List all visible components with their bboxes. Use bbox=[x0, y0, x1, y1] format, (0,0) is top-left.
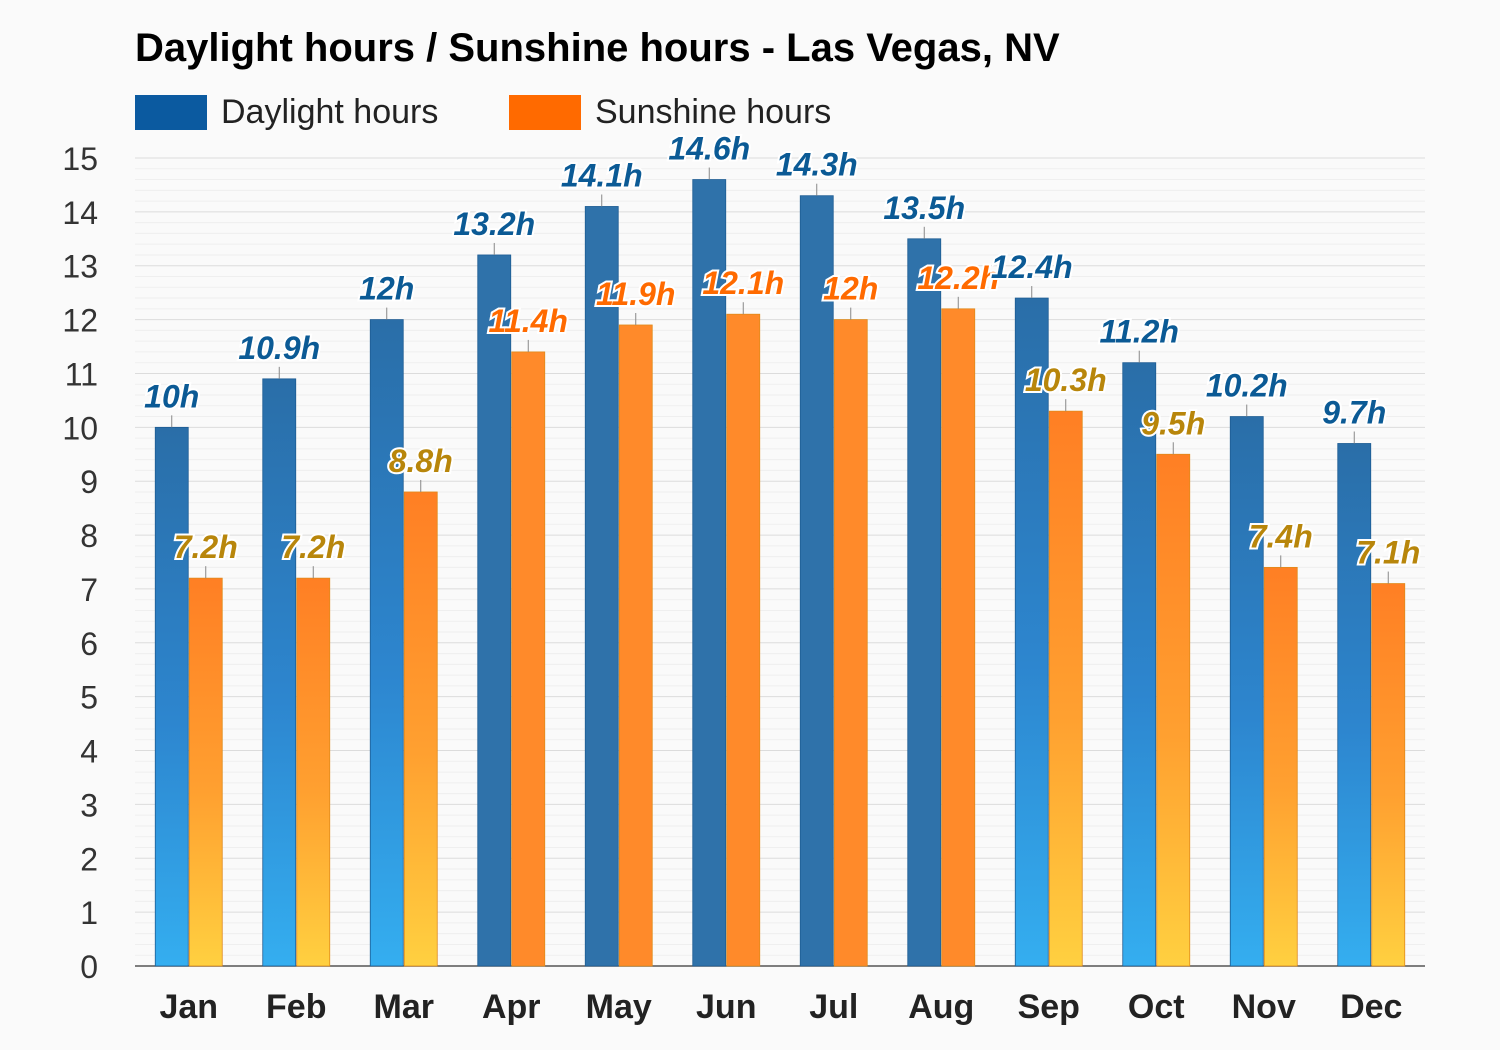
bar-sunshine-dec bbox=[1371, 583, 1406, 967]
x-tick-label: Dec bbox=[1340, 988, 1402, 1026]
bar-sunshine-may bbox=[618, 324, 653, 967]
bar-sunshine-oct bbox=[1156, 453, 1191, 967]
y-tick-label: 3 bbox=[80, 787, 98, 823]
y-tick-label: 0 bbox=[80, 949, 98, 985]
bar-sunshine-aug bbox=[941, 308, 976, 967]
bar-daylight-nov bbox=[1229, 416, 1264, 967]
bar-daylight-apr bbox=[477, 254, 512, 967]
bar-sunshine-feb bbox=[296, 577, 331, 967]
bar-sunshine-apr bbox=[511, 351, 546, 967]
legend-swatch-sunshine bbox=[509, 95, 581, 130]
x-tick-label: Jan bbox=[159, 988, 218, 1026]
x-tick-label: Jun bbox=[696, 988, 756, 1026]
bar-sunshine-sep bbox=[1048, 410, 1083, 967]
bar-sunshine-nov bbox=[1263, 566, 1298, 967]
x-tick-label: Feb bbox=[266, 988, 326, 1026]
y-tick-label: 15 bbox=[62, 141, 98, 177]
data-label-daylight: 10.9h bbox=[238, 330, 320, 366]
data-label-daylight: 14.6h bbox=[668, 131, 750, 167]
data-label-sunshine: 8.8h bbox=[389, 443, 453, 479]
y-tick-label: 13 bbox=[62, 249, 98, 285]
data-label-sunshine: 12.2h bbox=[917, 260, 999, 296]
y-tick-label: 8 bbox=[80, 518, 98, 554]
y-tick-label: 1 bbox=[80, 895, 98, 931]
data-label-daylight: 14.1h bbox=[561, 157, 643, 193]
bar-daylight-oct bbox=[1122, 362, 1157, 967]
bar-daylight-may bbox=[584, 206, 619, 967]
bar-daylight-sep bbox=[1014, 297, 1049, 967]
y-tick-label: 11 bbox=[65, 356, 98, 392]
x-tick-label: Jul bbox=[809, 988, 858, 1026]
y-tick-label: 9 bbox=[80, 464, 98, 500]
data-label-daylight: 10h bbox=[144, 378, 199, 414]
y-tick-label: 12 bbox=[62, 303, 98, 339]
data-label-sunshine: 7.2h bbox=[281, 529, 345, 565]
y-tick-label: 7 bbox=[80, 572, 98, 608]
legend-label-sunshine: Sunshine hours bbox=[595, 93, 832, 131]
data-label-daylight: 13.5h bbox=[883, 190, 965, 226]
data-label-daylight: 12.4h bbox=[991, 249, 1073, 285]
data-label-daylight: 11.2h bbox=[1100, 314, 1179, 350]
bar-daylight-jan bbox=[154, 426, 189, 967]
data-label-sunshine: 7.2h bbox=[174, 529, 238, 565]
legend-swatch-daylight bbox=[135, 95, 207, 130]
bar-sunshine-jan bbox=[188, 577, 223, 967]
data-label-sunshine: 7.1h bbox=[1356, 535, 1420, 571]
bar-daylight-jul bbox=[799, 195, 834, 967]
bar-daylight-feb bbox=[262, 378, 297, 967]
y-tick-label: 4 bbox=[80, 734, 98, 770]
x-tick-label: May bbox=[586, 988, 652, 1026]
bar-daylight-dec bbox=[1337, 443, 1372, 967]
bar-sunshine-mar bbox=[403, 491, 438, 967]
y-tick-label: 6 bbox=[80, 626, 98, 662]
x-tick-label: Apr bbox=[482, 988, 541, 1026]
y-tick-label: 14 bbox=[62, 195, 98, 231]
y-tick-label: 10 bbox=[62, 410, 98, 446]
data-label-daylight: 9.7h bbox=[1322, 394, 1386, 430]
data-label-sunshine: 9.5h bbox=[1141, 405, 1205, 441]
bar-sunshine-jun bbox=[726, 313, 761, 967]
x-tick-label: Sep bbox=[1018, 988, 1080, 1026]
y-tick-label: 2 bbox=[80, 841, 98, 877]
bar-sunshine-jul bbox=[833, 319, 868, 967]
data-label-sunshine: 10.3h bbox=[1025, 362, 1107, 398]
bar-daylight-aug bbox=[907, 238, 942, 967]
legend-label-daylight: Daylight hours bbox=[221, 93, 439, 131]
bar-daylight-jun bbox=[692, 179, 727, 967]
y-tick-label: 5 bbox=[80, 680, 98, 716]
data-label-sunshine: 12h bbox=[823, 271, 878, 307]
x-tick-label: Nov bbox=[1232, 988, 1296, 1026]
data-label-sunshine: 12.1h bbox=[702, 265, 784, 301]
chart-title: Daylight hours / Sunshine hours - Las Ve… bbox=[135, 26, 1060, 70]
data-label-sunshine: 11.9h bbox=[596, 276, 675, 312]
data-label-daylight: 14.3h bbox=[776, 147, 858, 183]
x-tick-label: Aug bbox=[908, 988, 974, 1026]
data-label-daylight: 12h bbox=[359, 271, 414, 307]
x-tick-label: Mar bbox=[374, 988, 434, 1026]
data-label-sunshine: 11.4h bbox=[489, 303, 568, 339]
data-label-sunshine: 7.4h bbox=[1249, 518, 1313, 554]
bar-daylight-mar bbox=[369, 319, 404, 967]
data-label-daylight: 10.2h bbox=[1206, 368, 1288, 404]
x-tick-label: Oct bbox=[1128, 988, 1185, 1026]
data-label-daylight: 13.2h bbox=[453, 206, 535, 242]
